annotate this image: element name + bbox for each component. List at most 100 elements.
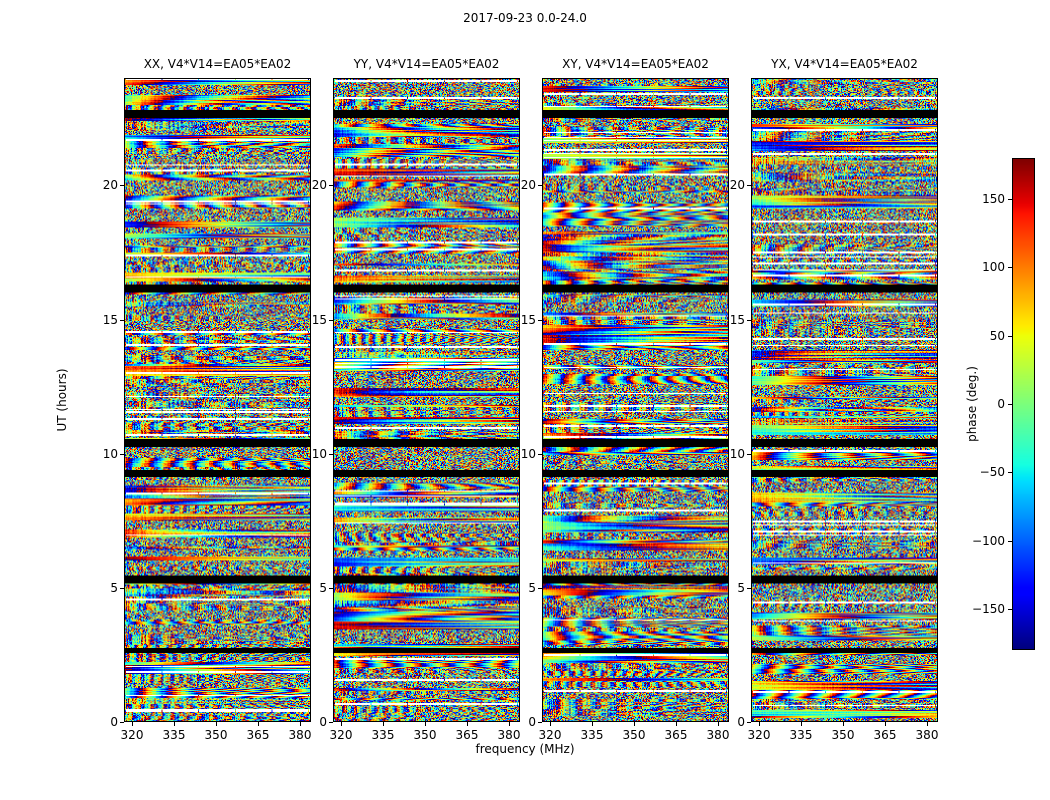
x-tickmark (676, 722, 677, 726)
x-tickmark (174, 722, 175, 726)
y-tick-label: 10 (311, 447, 327, 461)
y-tick-label: 0 (528, 715, 536, 729)
x-tick-label: 335 (162, 728, 186, 742)
colorbar-tick-label: −150 (972, 602, 1005, 616)
y-tick-label: 10 (729, 447, 745, 461)
colorbar-tick-label: 100 (982, 260, 1005, 274)
colorbar-tick-label: 0 (997, 397, 1005, 411)
x-tickmark (467, 722, 468, 726)
colorbar-tick-label: −50 (979, 465, 1005, 479)
heatmap-panel-yx[interactable] (751, 78, 938, 722)
x-tick-label: 365 (873, 728, 897, 742)
y-tick-label: 20 (311, 178, 327, 192)
heatmap-panel-yy[interactable] (333, 78, 520, 722)
colorbar-tick-label: 50 (989, 329, 1005, 343)
x-tickmark (843, 722, 844, 726)
y-tick-label: 0 (737, 715, 745, 729)
heatmap-panel-xx[interactable] (124, 78, 311, 722)
x-tickmark (383, 722, 384, 726)
y-tickmark (329, 722, 333, 723)
y-tick-label: 5 (737, 581, 745, 595)
x-tick-label: 320 (747, 728, 771, 742)
y-tickmark (747, 185, 751, 186)
y-tick-label: 5 (110, 581, 118, 595)
y-tickmark (747, 454, 751, 455)
x-tick-label: 320 (120, 728, 144, 742)
x-tickmark (509, 722, 510, 726)
x-tickmark (592, 722, 593, 726)
x-tick-label: 380 (288, 728, 312, 742)
x-tick-label: 380 (497, 728, 521, 742)
colorbar-image (1013, 159, 1034, 649)
panel-title-xx: XX, V4*V14=EA05*EA02 (143, 57, 292, 71)
colorbar-tick-label: 150 (982, 192, 1005, 206)
x-tickmark (341, 722, 342, 726)
x-tick-label: 365 (664, 728, 688, 742)
panel-title-yy: YY, V4*V14=EA05*EA02 (353, 57, 500, 71)
x-tick-label: 365 (455, 728, 479, 742)
y-tick-label: 20 (729, 178, 745, 192)
y-tickmark (538, 185, 542, 186)
x-tickmark (634, 722, 635, 726)
x-tickmark (216, 722, 217, 726)
panel-title-yx: YX, V4*V14=EA05*EA02 (771, 57, 918, 71)
y-tickmark (538, 588, 542, 589)
colorbar-gradient (1012, 158, 1035, 650)
x-tickmark (132, 722, 133, 726)
colorbar-label: phase (deg.) (965, 366, 979, 442)
colorbar-tickmark (1008, 267, 1012, 268)
colorbar[interactable] (1012, 158, 1035, 650)
y-tick-label: 0 (319, 715, 327, 729)
y-tick-label: 20 (520, 178, 536, 192)
heatmap-image-yy (334, 79, 519, 721)
x-tickmark (718, 722, 719, 726)
y-tick-label: 20 (102, 178, 118, 192)
y-tick-label: 15 (729, 313, 745, 327)
x-tick-label: 350 (204, 728, 228, 742)
colorbar-tickmark (1008, 541, 1012, 542)
y-axis-label: UT (hours) (55, 368, 69, 432)
y-tick-label: 10 (102, 447, 118, 461)
y-tickmark (747, 588, 751, 589)
colorbar-tick-label: −100 (972, 534, 1005, 548)
x-tickmark (927, 722, 928, 726)
x-axis-label: frequency (MHz) (475, 742, 575, 756)
x-tick-label: 335 (371, 728, 395, 742)
y-tickmark (120, 320, 124, 321)
heatmap-image-xy (543, 79, 728, 721)
x-tick-label: 380 (915, 728, 939, 742)
y-tickmark (120, 588, 124, 589)
y-tickmark (120, 722, 124, 723)
x-tick-label: 350 (413, 728, 437, 742)
x-tick-label: 380 (706, 728, 730, 742)
x-tick-label: 350 (622, 728, 646, 742)
y-tickmark (538, 320, 542, 321)
x-tickmark (300, 722, 301, 726)
x-tick-label: 320 (538, 728, 562, 742)
y-tickmark (329, 588, 333, 589)
x-tick-label: 365 (246, 728, 270, 742)
y-tick-label: 0 (110, 715, 118, 729)
heatmap-panel-xy[interactable] (542, 78, 729, 722)
x-tickmark (425, 722, 426, 726)
y-tick-label: 5 (528, 581, 536, 595)
colorbar-tickmark (1008, 199, 1012, 200)
panel-title-xy: XY, V4*V14=EA05*EA02 (562, 57, 709, 71)
x-tickmark (885, 722, 886, 726)
y-tickmark (120, 454, 124, 455)
heatmap-image-xx (125, 79, 310, 721)
y-tickmark (538, 722, 542, 723)
x-tickmark (801, 722, 802, 726)
heatmap-image-yx (752, 79, 937, 721)
y-tickmark (747, 722, 751, 723)
y-tickmark (329, 185, 333, 186)
y-tick-label: 15 (102, 313, 118, 327)
colorbar-tickmark (1008, 472, 1012, 473)
y-tick-label: 15 (520, 313, 536, 327)
x-tick-label: 335 (580, 728, 604, 742)
x-tick-label: 335 (789, 728, 813, 742)
x-tickmark (550, 722, 551, 726)
y-tickmark (120, 185, 124, 186)
y-tickmark (538, 454, 542, 455)
